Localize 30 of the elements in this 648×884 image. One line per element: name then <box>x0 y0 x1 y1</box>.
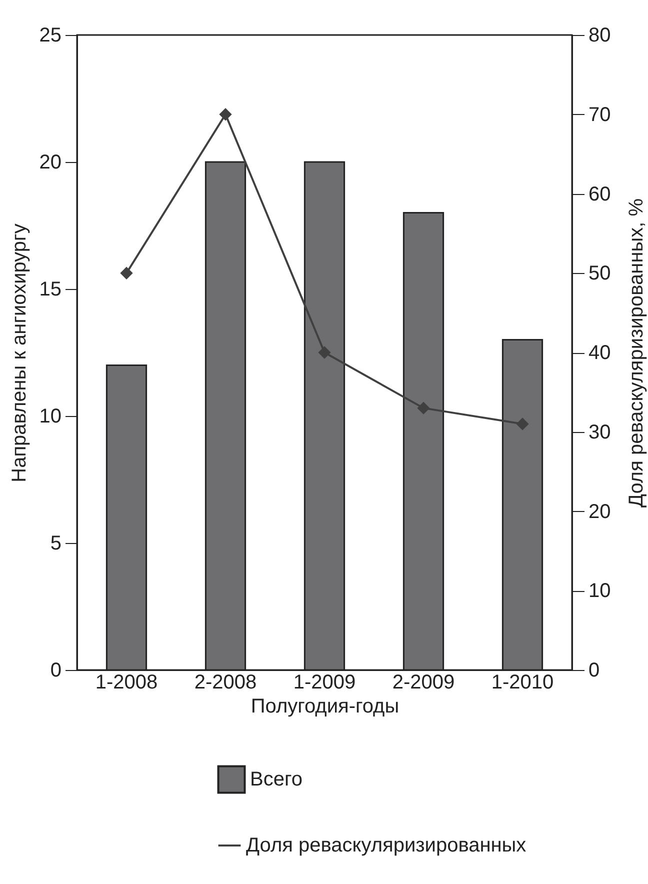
point <box>516 418 529 430</box>
y-tick-label: 15 <box>39 278 62 300</box>
legend-label: Всего <box>250 768 302 790</box>
y2-tick-label: 40 <box>588 342 611 364</box>
y-tick-label: 5 <box>50 532 62 554</box>
y2-tick-label: 0 <box>588 660 600 682</box>
x-tick-label: 2-2008 <box>194 672 257 694</box>
y-tick-label: 20 <box>39 152 62 174</box>
y2-tick-label: 50 <box>588 262 611 285</box>
y2-tick-label: 20 <box>588 500 611 523</box>
x-axis-title: Полугодия-годы <box>250 696 400 718</box>
y2-tick-label: 30 <box>588 421 611 444</box>
y-tick-label: 25 <box>39 24 62 46</box>
point <box>120 266 133 280</box>
y2-tick-label: 80 <box>588 24 611 46</box>
y2-axis-title: Доля реваскуляризированных, % <box>626 198 648 508</box>
x-tick-label: 2-2009 <box>392 672 455 694</box>
y-tick-label: 0 <box>50 660 62 682</box>
y-tick-label: 10 <box>39 406 62 428</box>
point <box>318 346 331 359</box>
x-tick-label: 1-2009 <box>293 672 356 694</box>
legend-label: Доля реваскуляризированных <box>246 834 526 856</box>
y-axis-title: Направлены к ангиохирургу <box>8 224 30 482</box>
x-tick-label: 1-2008 <box>95 672 158 694</box>
point <box>417 402 430 414</box>
point <box>219 108 232 121</box>
x-tick-label: 1-2010 <box>491 672 554 694</box>
y2-tick-label: 60 <box>588 183 611 206</box>
y2-tick-label: 70 <box>588 104 611 126</box>
y2-tick-label: 10 <box>588 580 611 602</box>
